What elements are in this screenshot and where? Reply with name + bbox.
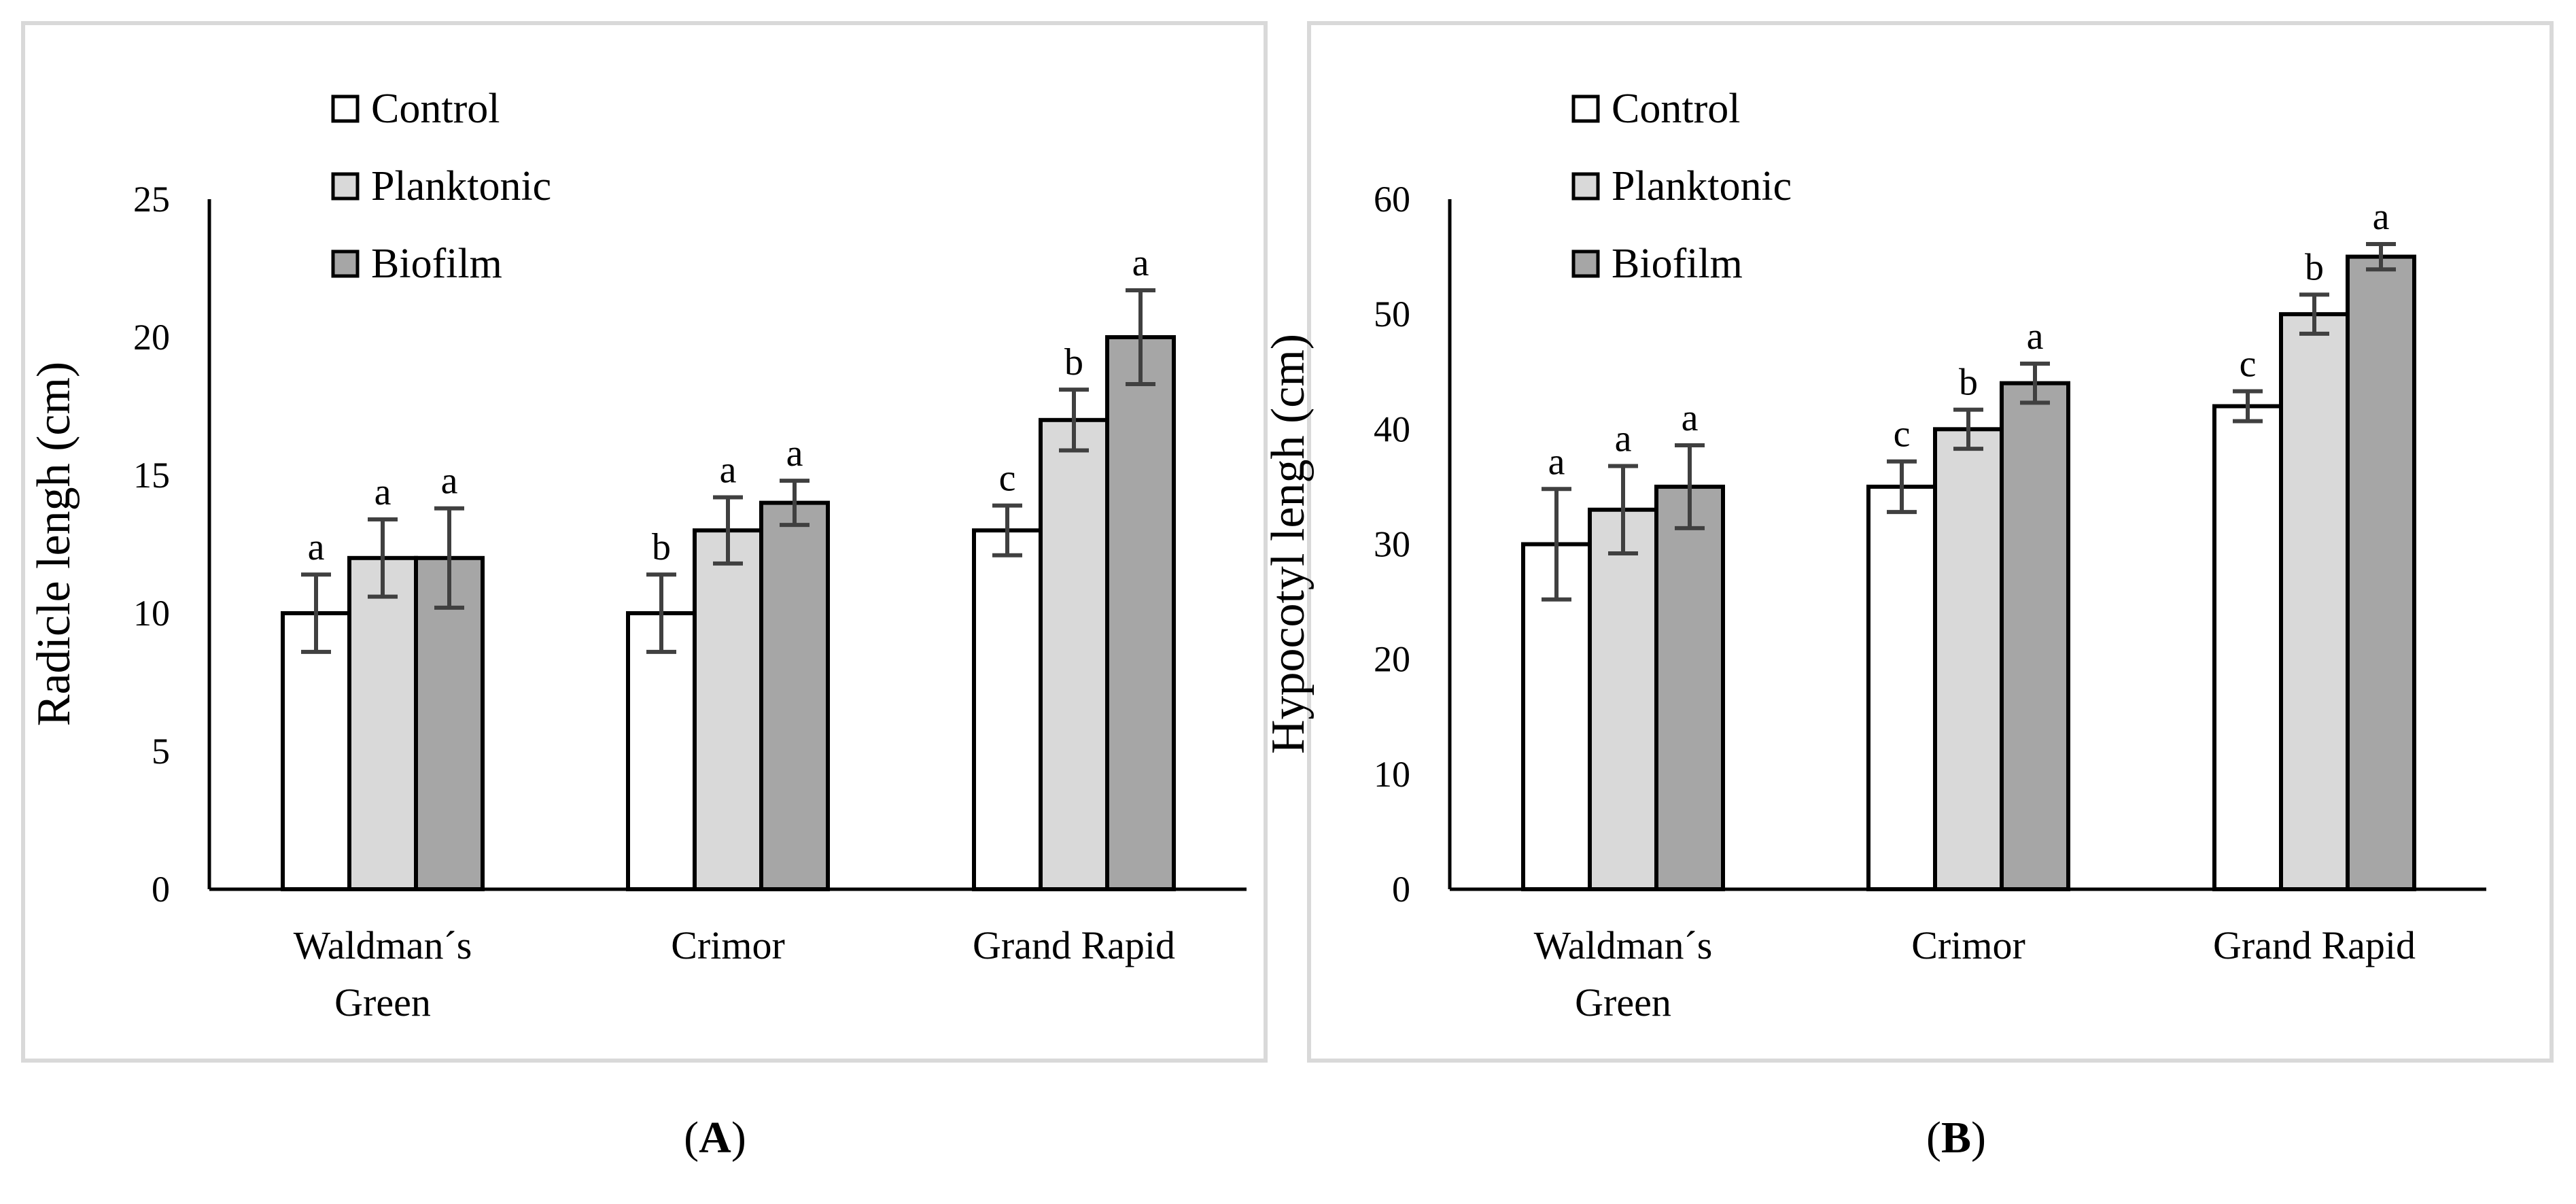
- significance-letter: a: [308, 526, 325, 568]
- x-tick-label: Grand Rapid: [2213, 923, 2416, 967]
- bar: [281, 611, 351, 891]
- legend-swatch: [1571, 94, 1600, 123]
- significance-letter: a: [441, 460, 458, 502]
- significance-letter: b: [2305, 246, 2324, 288]
- legend-swatch: [1571, 250, 1600, 278]
- x-tick-label: Green: [1575, 980, 1671, 1025]
- legend-label: Planktonic: [371, 163, 551, 209]
- chart-frame: [1307, 21, 2554, 1063]
- x-tick-label: Grand Rapid: [973, 923, 1175, 967]
- y-tick-label: 20: [133, 317, 170, 358]
- significance-letter: a: [1548, 441, 1565, 483]
- legend-swatch: [331, 172, 360, 201]
- bar: [1654, 484, 1725, 891]
- x-tick-label: Green: [334, 980, 431, 1025]
- y-tick-label: 40: [1374, 409, 1410, 449]
- bar: [1933, 427, 2004, 891]
- panel-label-letter: A: [699, 1113, 731, 1163]
- y-tick-label: 60: [1374, 179, 1410, 220]
- bar: [972, 528, 1043, 891]
- panel-label-paren: ): [731, 1113, 746, 1163]
- y-tick-label: 5: [152, 731, 170, 772]
- legend-label: Biofilm: [1612, 241, 1743, 287]
- x-tick-label: Crimor: [671, 923, 785, 967]
- legend-label: Planktonic: [1612, 163, 1792, 209]
- y-tick-label: 0: [1392, 869, 1410, 910]
- significance-letter: b: [1064, 341, 1083, 383]
- x-tick-label: Crimor: [1911, 923, 2025, 967]
- bar: [693, 528, 763, 891]
- y-tick-label: 0: [152, 869, 170, 910]
- panel-label-paren: (: [684, 1113, 699, 1163]
- panel-label-paren: (: [1926, 1113, 1941, 1163]
- significance-letter: c: [1894, 413, 1911, 455]
- legend-label: Control: [1612, 86, 1740, 132]
- bar: [759, 500, 830, 891]
- significance-letter: a: [2373, 196, 2390, 238]
- panel-a-chart: 0 5 10 15 20 25 Radicle lengh (cm) a a a Waldman´s…: [21, 21, 1268, 1163]
- panel-label: (A): [684, 1113, 746, 1163]
- bar: [2279, 312, 2350, 891]
- significance-letter: a: [1132, 242, 1149, 284]
- bar: [347, 555, 418, 891]
- bar: [1039, 417, 1109, 891]
- legend-swatch: [331, 94, 360, 123]
- significance-letter: a: [1615, 417, 1632, 460]
- significance-letter: c: [999, 458, 1016, 500]
- panel-b-chart: 0 10 20 30 40 50 60 Hypocotyl lengh (cm) a a a Wald…: [1262, 21, 2554, 1163]
- bar: [2212, 404, 2283, 891]
- bar: [1588, 507, 1658, 891]
- y-tick-label: 50: [1374, 294, 1410, 334]
- significance-letter: a: [720, 449, 737, 491]
- bar: [1521, 542, 1592, 891]
- x-tick-label: Waldman´s: [1534, 923, 1713, 967]
- y-tick-label: 15: [133, 455, 170, 496]
- y-axis-label: Radicle lengh (cm): [28, 362, 80, 726]
- legend-swatch: [331, 250, 360, 278]
- bar: [2346, 254, 2416, 892]
- x-tick-label: Waldman´s: [294, 923, 472, 967]
- panel-label-paren: ): [1971, 1113, 1986, 1163]
- chart-frame: [21, 21, 1268, 1063]
- significance-letter: a: [2027, 315, 2044, 358]
- legend-label: Biofilm: [371, 241, 502, 287]
- significance-letter: a: [786, 432, 803, 475]
- y-tick-label: 10: [1374, 754, 1410, 795]
- bar: [1105, 335, 1176, 891]
- y-axis-label: Hypocotyl lengh (cm): [1262, 334, 1315, 754]
- bar: [2000, 381, 2070, 891]
- y-tick-label: 30: [1374, 524, 1410, 565]
- significance-letter: b: [1959, 362, 1978, 404]
- y-tick-label: 20: [1374, 639, 1410, 680]
- legend-label: Control: [371, 86, 500, 132]
- legend-swatch: [1571, 172, 1600, 201]
- y-tick-label: 10: [133, 593, 170, 634]
- significance-letter: a: [375, 471, 391, 513]
- panel-label-letter: B: [1941, 1113, 1971, 1163]
- panel-label: (B): [1926, 1113, 1986, 1163]
- bar: [1866, 484, 1937, 891]
- y-tick-label: 25: [133, 179, 170, 220]
- significance-letter: b: [652, 526, 671, 568]
- bar: [626, 611, 697, 891]
- significance-letter: c: [2240, 343, 2257, 385]
- significance-letter: a: [1682, 397, 1699, 439]
